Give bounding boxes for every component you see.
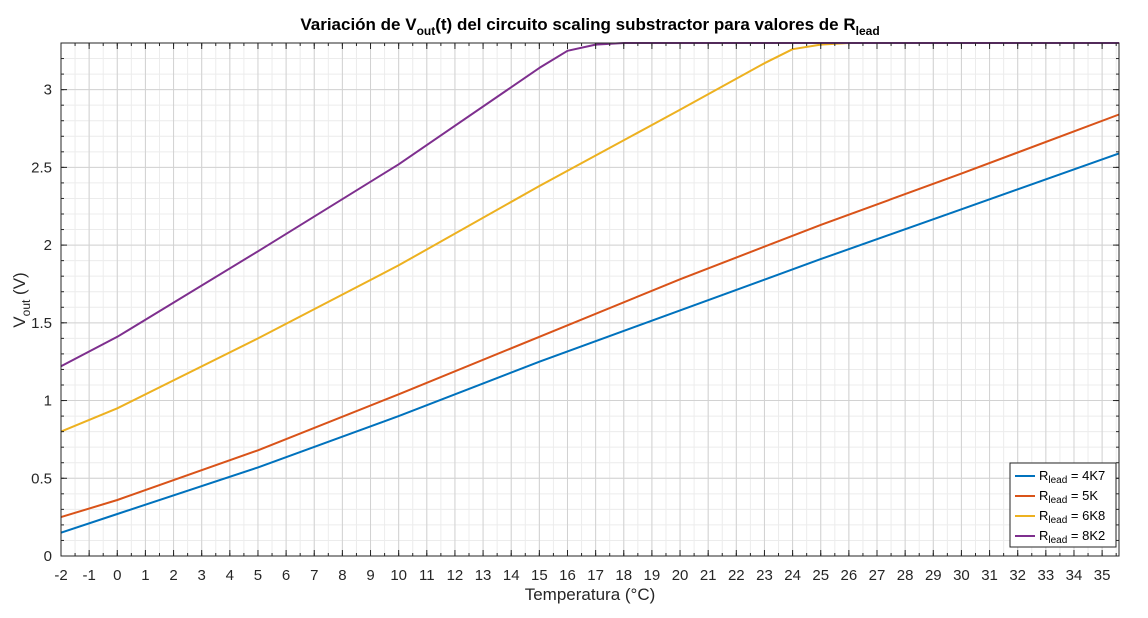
x-tick-label: 5 [254,567,262,584]
x-tick-label: 27 [869,567,886,584]
x-tick-label: -1 [82,567,95,584]
y-tick-label: 2.5 [31,159,52,176]
x-tick-label: 13 [475,567,492,584]
legend-entry: Rlead = 4K7 [1039,468,1105,486]
plot-background [61,43,1119,556]
series-line-4 [60,42,1119,368]
x-tick-label: 30 [953,567,970,584]
legend-entry: Rlead = 5K [1039,488,1098,506]
x-tick-label: 25 [812,567,829,584]
x-tick-label: 21 [700,567,717,584]
x-tick-label: 31 [981,567,998,584]
series-line-3 [60,42,1119,433]
series-line-1 [60,152,1120,534]
x-tick-label: 9 [366,567,374,584]
plot-frame [60,42,1120,557]
x-tick-label: 28 [897,567,914,584]
y-tick-label: 1 [44,393,52,410]
ticks-layer [60,42,1119,557]
x-tick-label: 12 [447,567,464,584]
x-tick-label: 29 [925,567,942,584]
y-tick-labels: 0 0.5 1 1.5 2 2.5 3 [31,82,52,565]
y-tick-label: 3 [44,82,52,99]
legend: Rlead = 4K7 Rlead = 5K Rlead = 6K8 Rlead = … [1009,462,1117,548]
y-tick-label: 1.5 [31,315,52,332]
x-tick-label: 15 [531,567,548,584]
x-tick-label: 19 [644,567,661,584]
legend-entry: Rlead = 8K2 [1039,528,1105,546]
x-tick-label: 10 [390,567,407,584]
x-tick-label: 6 [282,567,290,584]
x-tick-label: 34 [1066,567,1083,584]
series-line-2 [60,113,1120,519]
x-tick-label: 20 [672,567,689,584]
x-tick-label: 7 [310,567,318,584]
x-tick-label: 24 [784,567,801,584]
y-tick-label: 0 [44,548,52,565]
x-tick-label: 32 [1009,567,1026,584]
x-tick-label: 1 [141,567,149,584]
x-tick-label: -2 [54,567,67,584]
x-tick-label: 16 [559,567,576,584]
y-axis-label: Vout (V) [10,272,33,327]
major-grid [60,43,1119,557]
x-tick-label: 4 [226,567,234,584]
x-axis-label: Temperatura (°C) [525,585,656,604]
series-layer [60,42,1120,534]
x-tick-label: 0 [113,567,121,584]
x-tick-label: 22 [728,567,745,584]
x-tick-label: 11 [419,567,435,584]
x-tick-label: 2 [169,567,177,584]
x-tick-label: 17 [587,567,604,584]
x-tick-label: 23 [756,567,773,584]
y-tick-label: 0.5 [31,470,52,487]
x-tick-label: 3 [198,567,206,584]
legend-entry: Rlead = 6K8 [1039,508,1105,526]
x-tick-labels: -2 -1 0 1 2 3 4 5 6 7 8 9 10 11 12 13 14 15 16 17 18 19 20 21 22… [54,567,1110,584]
x-tick-label: 18 [615,567,632,584]
chart-title: Variación de Vout(t) del circuito scalin… [300,15,879,38]
x-tick-label: 26 [841,567,858,584]
x-tick-label: 8 [338,567,346,584]
x-tick-label: 14 [503,567,520,584]
y-tick-label: 2 [44,237,52,254]
x-tick-label: 33 [1037,567,1054,584]
x-tick-label: 35 [1094,567,1111,584]
